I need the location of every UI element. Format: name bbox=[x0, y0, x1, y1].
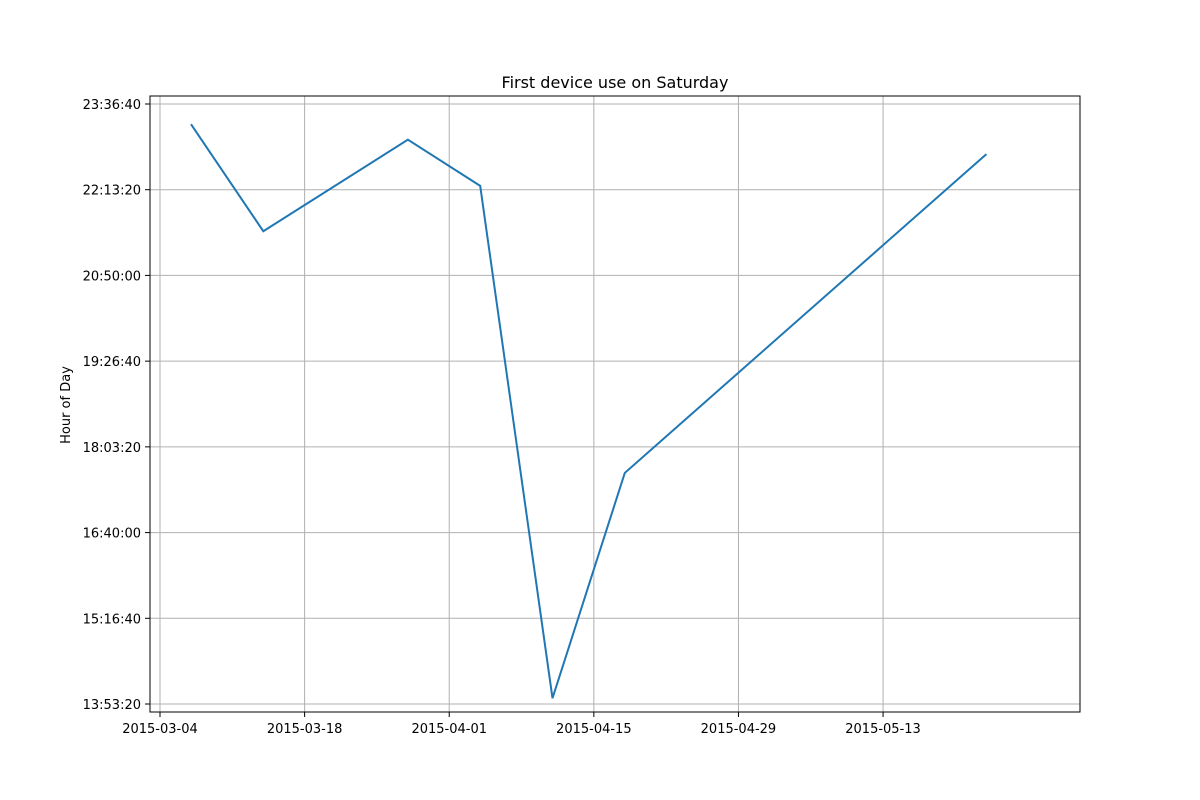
y-tick-label-2: 16:40:00 bbox=[83, 527, 141, 542]
x-tick-label-1: 2015-03-18 bbox=[267, 722, 343, 737]
y-tick-label-0: 13:53:20 bbox=[83, 698, 141, 713]
y-tick-label-7: 23:36:40 bbox=[83, 98, 141, 113]
x-tick-label-5: 2015-05-13 bbox=[845, 722, 921, 737]
axis-ticks: 2015-03-04 2015-03-18 2015-04-01 2015-04-15… bbox=[83, 98, 921, 737]
series-line-0 bbox=[190, 123, 988, 699]
chart-title: First device use on Saturday bbox=[502, 73, 729, 92]
y-tick-label-5: 20:50:00 bbox=[83, 269, 141, 284]
x-tick-label-0: 2015-03-04 bbox=[122, 722, 198, 737]
y-tick-label-1: 15:16:40 bbox=[83, 612, 141, 627]
x-tick-label-2: 2015-04-01 bbox=[411, 722, 487, 737]
y-tick-label-6: 22:13:20 bbox=[83, 184, 141, 199]
grid bbox=[150, 96, 1080, 712]
y-tick-label-3: 18:03:20 bbox=[83, 441, 141, 456]
x-tick-label-3: 2015-04-15 bbox=[556, 722, 632, 737]
plot-frame bbox=[149, 95, 1081, 713]
x-tick-label-4: 2015-04-29 bbox=[701, 722, 777, 737]
y-tick-label-4: 19:26:40 bbox=[83, 355, 141, 370]
y-axis-label: Hour of Day bbox=[59, 366, 74, 444]
series-layer bbox=[190, 123, 988, 699]
